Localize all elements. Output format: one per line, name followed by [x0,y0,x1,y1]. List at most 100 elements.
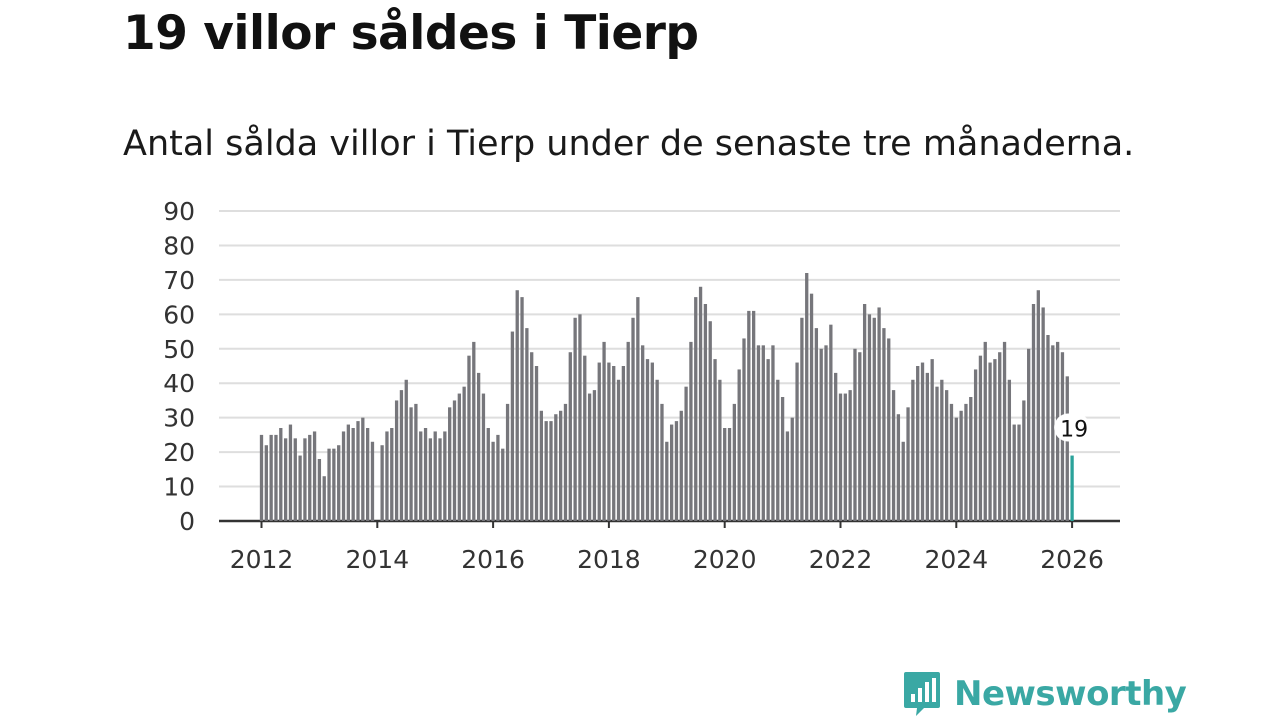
bar [520,297,524,521]
bar [896,414,901,521]
bar [689,341,693,521]
bar [399,390,404,521]
bar [583,355,587,521]
bar [998,352,1002,521]
bar [756,345,761,521]
bar [978,355,983,521]
bar [491,441,495,521]
bar [650,362,654,521]
bar [911,379,915,521]
bar [428,438,433,521]
bar [616,379,621,521]
chart-title: 19 villor såldes i Tierp [123,6,699,61]
bar [771,345,775,521]
bar [515,290,519,521]
bar [549,421,553,521]
bar [279,428,283,521]
bar [737,369,741,521]
bar [356,421,360,521]
gridlines [219,210,1120,523]
bar [858,352,862,521]
bar [805,273,809,521]
x-tick-label: 2020 [693,545,757,574]
bar [530,352,534,521]
bar [645,359,650,521]
bar [655,379,659,521]
bar [891,390,896,521]
bar [612,366,616,521]
x-tick-label: 2024 [924,545,988,574]
bar [587,393,592,521]
bar [954,417,958,521]
bar [568,352,572,521]
x-tick-label: 2022 [809,545,873,574]
bar [785,431,790,521]
bar [843,393,847,521]
bar [983,341,987,521]
bar [916,366,920,521]
bar [930,359,934,521]
bars [259,273,1074,521]
bar [452,400,457,521]
bar [877,307,881,521]
bar [366,428,370,521]
x-tick-label: 2026 [1040,545,1104,574]
bar [727,428,732,521]
bar [800,317,804,521]
bar [341,431,346,521]
bar [641,345,645,521]
y-tick-label: 50 [163,335,195,364]
bar [718,379,722,521]
bar [834,372,838,521]
bar [1002,341,1007,521]
bar [419,431,423,521]
bar [1051,345,1055,521]
bar [945,390,949,521]
y-tick-label: 30 [163,404,195,433]
bar [848,390,852,521]
y-tick-label: 90 [163,197,195,226]
bar [1031,304,1036,521]
bar [312,431,317,521]
bar [510,331,515,521]
bar [607,362,611,521]
x-tick-label: 2016 [461,545,525,574]
bar [544,421,548,521]
bar [390,428,394,521]
bar [404,379,408,521]
bar [559,410,563,521]
bar [481,393,486,521]
bar [674,421,679,521]
bar [1041,307,1045,521]
bar [853,348,857,521]
bar [925,372,929,521]
bar [385,431,389,521]
bar [752,310,756,521]
bar [1007,379,1012,521]
bar [269,434,273,521]
bar [264,445,268,521]
bar [409,407,413,521]
bar [472,341,476,521]
bar [872,317,876,521]
bar [298,455,302,521]
bar [293,438,297,521]
bar [525,328,529,521]
value-label-bg [1054,413,1091,442]
bar [665,441,669,521]
bar [414,403,418,521]
bar [679,410,683,521]
bar [443,431,447,521]
bar [554,414,558,521]
bar [505,403,510,521]
bar [394,400,399,521]
y-tick-label: 80 [163,231,195,260]
bar [708,321,712,521]
bar [1012,424,1016,521]
bar [621,366,626,521]
y-tick-label: 10 [163,473,195,502]
y-tick-label: 40 [163,369,195,398]
bar [862,304,867,521]
bar [964,403,968,521]
bar [703,304,708,521]
